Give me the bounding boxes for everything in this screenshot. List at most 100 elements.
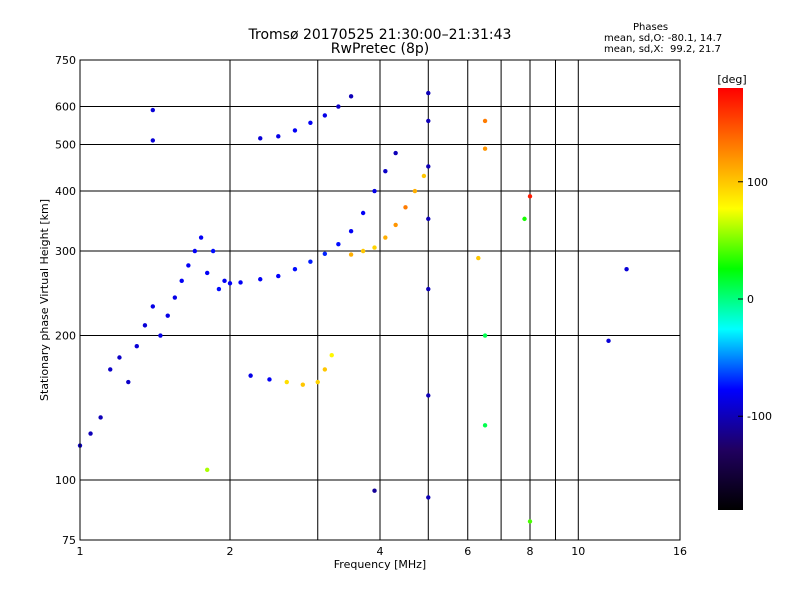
data-point	[150, 107, 156, 113]
data-point	[482, 423, 488, 428]
data-point	[210, 248, 216, 254]
data-point	[482, 118, 488, 124]
data-point	[117, 355, 122, 360]
colorbar-tick-label: 0	[747, 293, 754, 306]
data-point	[216, 286, 222, 292]
data-point	[267, 377, 272, 382]
data-point	[383, 168, 388, 174]
data-point	[238, 280, 243, 285]
x-tick-label: 4	[377, 545, 384, 558]
data-point	[276, 273, 281, 279]
data-point	[284, 379, 289, 385]
y-tick-label: 100	[55, 474, 76, 487]
x-tick-label: 8	[527, 545, 534, 558]
data-point	[606, 338, 611, 344]
phase-line-x: mean, sd,X: 99.2, 21.7	[604, 44, 721, 55]
data-point	[204, 270, 210, 276]
data-point	[426, 495, 431, 500]
data-point	[134, 344, 139, 349]
colorbar-ticks: 100 0 -100	[738, 176, 772, 423]
data-point	[322, 113, 328, 118]
y-tick-label: 600	[55, 101, 76, 114]
data-point	[158, 333, 163, 338]
x-tick-label: 16	[673, 545, 687, 558]
data-point	[88, 431, 93, 436]
data-point	[426, 118, 431, 124]
y-tick-label: 300	[55, 245, 76, 258]
chart-title: Tromsø 20170525 21:30:00–21:31:43	[248, 27, 512, 43]
y-tick-label: 75	[62, 534, 76, 547]
data-point	[308, 120, 313, 125]
x-tick-labels: 1 2 4 6 8 10 16	[77, 545, 688, 558]
data-point	[412, 188, 418, 194]
x-axis-label: Frequency [MHz]	[334, 558, 426, 571]
data-point	[393, 222, 398, 228]
data-point	[383, 235, 388, 240]
data-point	[198, 235, 204, 240]
data-point	[426, 164, 431, 169]
data-point	[315, 379, 320, 385]
y-tick-label: 400	[55, 185, 76, 198]
data-point	[142, 323, 148, 328]
data-point	[624, 266, 629, 272]
data-point	[403, 205, 408, 210]
plot-frame	[79, 59, 681, 541]
data-point	[372, 488, 377, 493]
data-point	[227, 281, 233, 286]
colorbar-unit: [deg]	[717, 73, 746, 86]
data-points	[77, 90, 629, 524]
data-point	[348, 252, 354, 257]
data-point	[426, 286, 431, 292]
data-point	[527, 519, 533, 524]
data-point	[426, 216, 431, 222]
y-tick-label: 500	[55, 139, 76, 152]
data-point	[192, 248, 198, 254]
y-tick-label: 750	[55, 54, 76, 67]
data-point	[393, 150, 398, 156]
data-point	[322, 251, 328, 257]
data-point	[421, 173, 427, 179]
data-point	[348, 228, 354, 234]
data-point	[476, 255, 481, 261]
data-point	[126, 379, 131, 385]
data-point	[527, 194, 533, 199]
data-point	[165, 313, 170, 318]
phase-line-o: mean, sd,O: -80.1, 14.7	[604, 33, 723, 44]
data-point	[360, 248, 366, 254]
y-axis-label: Stationary phase Virtual Height [km]	[38, 199, 51, 401]
data-point	[179, 278, 184, 284]
data-point	[426, 90, 431, 96]
chart-subtitle: RwPretec (8p)	[330, 41, 430, 57]
y-tick-labels: 75 100 200 300 400 500 600 750	[55, 54, 76, 547]
data-point	[150, 138, 156, 143]
data-point	[98, 415, 103, 420]
phase-heading: Phases	[633, 22, 669, 33]
data-point	[522, 216, 527, 222]
x-tick-label: 2	[227, 545, 234, 558]
data-point	[292, 266, 298, 272]
x-tick-label: 6	[464, 545, 471, 558]
data-point	[222, 278, 227, 284]
data-point	[322, 367, 328, 372]
data-point	[258, 277, 263, 282]
data-point	[336, 241, 341, 247]
data-point	[186, 263, 191, 268]
data-point	[360, 210, 366, 216]
data-point	[348, 94, 354, 99]
data-point	[172, 295, 178, 300]
data-point	[426, 393, 431, 398]
colorbar-tick-label: -100	[747, 410, 772, 423]
data-point	[150, 304, 156, 309]
data-point	[482, 333, 488, 338]
data-point	[372, 188, 377, 194]
data-point	[372, 245, 377, 250]
data-point	[482, 146, 488, 151]
grid-lines	[80, 60, 680, 540]
data-point	[308, 259, 313, 264]
data-point	[336, 104, 341, 109]
data-point	[108, 367, 113, 372]
data-point	[300, 382, 306, 387]
y-tick-label: 200	[55, 330, 76, 343]
data-point	[292, 128, 298, 133]
